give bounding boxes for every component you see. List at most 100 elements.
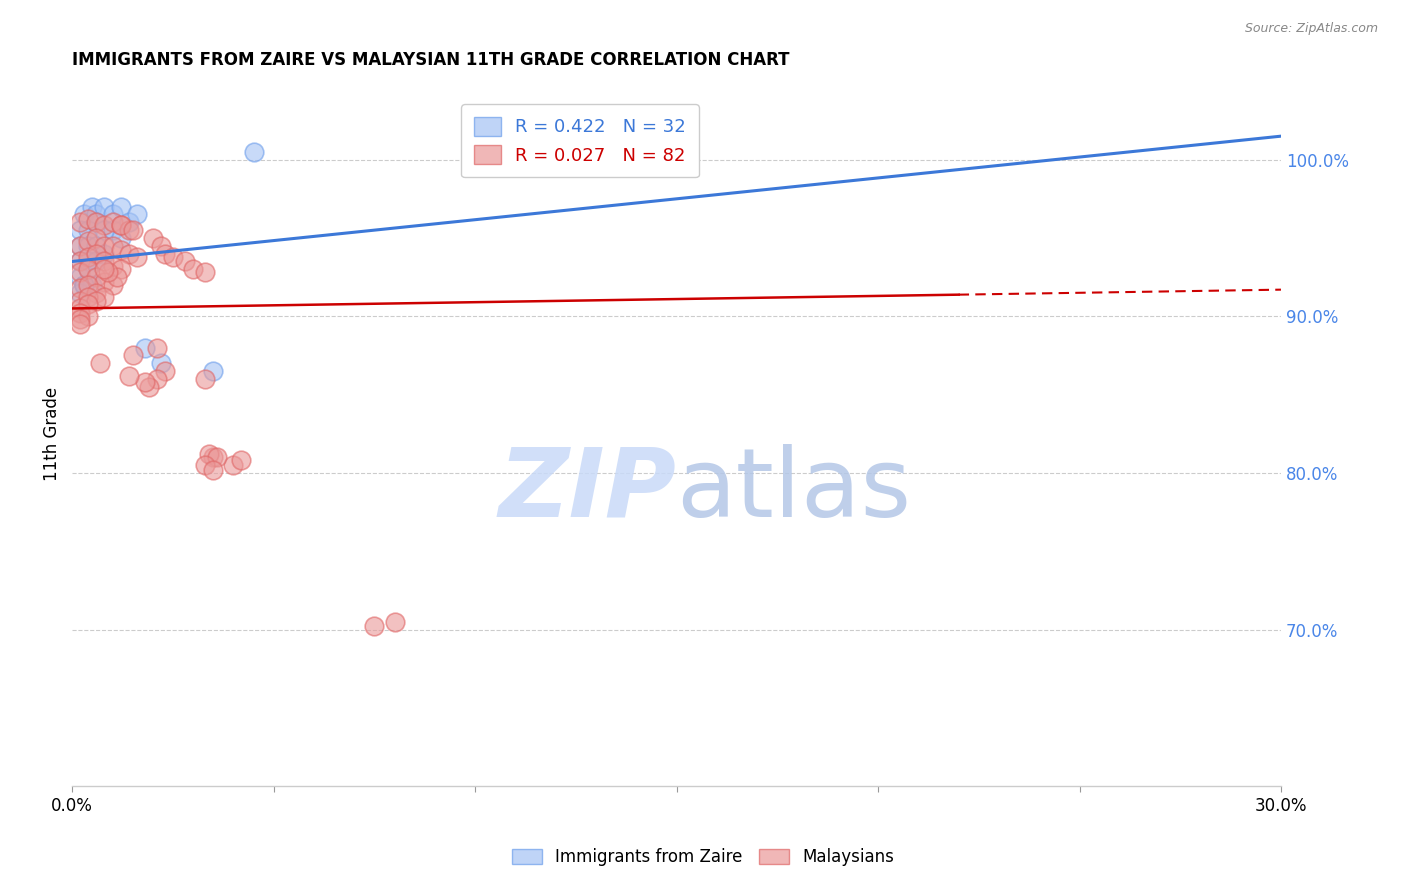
Point [93,223,115,237]
Point [69,306,91,320]
Point [384,615,406,629]
Point [77,262,100,277]
Point [69,265,91,279]
Point [101,259,124,273]
Point [69,293,91,308]
Point [153,246,176,260]
Point [86,207,108,221]
Point [86,246,108,260]
Point [69,270,91,285]
Point [194,372,217,386]
Point [77,223,100,237]
Point [149,356,172,370]
Point [73,277,96,292]
Point [77,212,100,227]
Point [202,450,225,465]
Point [77,239,100,253]
Point [125,207,148,221]
Point [69,223,91,237]
Point [153,364,176,378]
Point [117,215,139,229]
Legend: R = 0.422   N = 32, R = 0.027   N = 82: R = 0.422 N = 32, R = 0.027 N = 82 [461,104,699,178]
Point [93,275,115,289]
Point [69,239,91,253]
Point [101,207,124,221]
Point [77,291,100,305]
Legend: Immigrants from Zaire, Malaysians: Immigrants from Zaire, Malaysians [505,842,901,873]
Point [93,246,115,260]
Point [134,375,156,389]
Point [207,450,229,465]
Point [69,254,91,268]
Point [202,463,225,477]
Point [69,317,91,331]
Point [86,270,108,285]
Point [110,219,132,233]
Point [93,239,115,253]
Point [110,231,132,245]
Point [242,145,264,159]
Point [117,223,139,237]
Point [86,215,108,229]
Point [69,281,91,295]
Point [174,254,197,268]
Point [77,234,100,248]
Point [82,277,104,292]
Text: ZIP: ZIP [499,443,676,537]
Point [77,310,100,324]
Point [73,207,96,221]
Point [125,250,148,264]
Text: IMMIGRANTS FROM ZAIRE VS MALAYSIAN 11TH GRADE CORRELATION CHART: IMMIGRANTS FROM ZAIRE VS MALAYSIAN 11TH … [72,51,790,69]
Point [110,262,132,277]
Point [77,297,100,311]
Point [97,265,120,279]
Point [117,246,139,260]
Point [82,200,104,214]
Point [222,458,245,472]
Point [86,215,108,229]
Point [93,200,115,214]
Point [77,277,100,292]
Point [69,285,91,300]
Point [69,301,91,316]
Point [69,215,91,229]
Point [86,293,108,308]
Point [101,223,124,237]
Point [93,262,115,277]
Text: Source: ZipAtlas.com: Source: ZipAtlas.com [1244,22,1378,36]
Point [194,265,217,279]
Point [202,364,225,378]
Point [110,244,132,258]
Point [69,254,91,268]
Point [69,239,91,253]
Point [93,291,115,305]
Point [363,619,385,633]
Y-axis label: 11th Grade: 11th Grade [44,387,60,481]
Point [138,380,160,394]
Point [86,239,108,253]
Point [121,223,143,237]
Point [101,215,124,229]
Point [146,341,169,355]
Point [73,277,96,292]
Point [121,348,143,362]
Point [93,219,115,233]
Point [149,239,172,253]
Point [134,341,156,355]
Point [110,219,132,233]
Point [231,453,253,467]
Point [86,285,108,300]
Point [89,356,111,370]
Point [117,368,139,383]
Point [77,250,100,264]
Point [142,231,165,245]
Text: atlas: atlas [676,443,911,537]
Point [93,254,115,268]
Point [101,277,124,292]
Point [181,262,204,277]
Point [194,458,217,472]
Point [198,447,221,461]
Point [86,254,108,268]
Point [77,254,100,268]
Point [146,372,169,386]
